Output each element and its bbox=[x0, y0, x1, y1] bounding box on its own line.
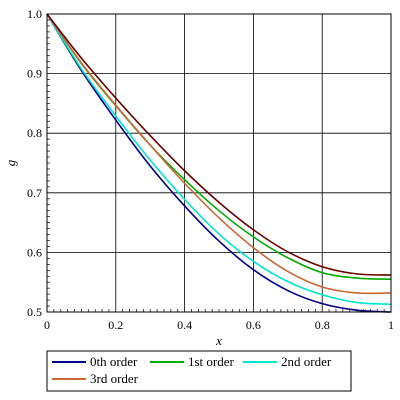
y-tick-label: 0.5 bbox=[27, 305, 42, 319]
x-tick-label: 0.4 bbox=[177, 318, 192, 332]
x-tick-label: 0.8 bbox=[315, 318, 330, 332]
y-tick-label: 0.9 bbox=[27, 67, 42, 81]
y-tick-label: 0.7 bbox=[27, 186, 42, 200]
legend-label: 1st order bbox=[188, 354, 235, 369]
series-lines bbox=[46, 13, 392, 313]
y-tick-label: 0.6 bbox=[27, 245, 42, 259]
tick-labels: 0 0.2 0.4 0.6 0.8 1 0.5 0.6 0.7 0.8 0.9 1.0 bbox=[27, 7, 394, 332]
y-tick-label: 0.8 bbox=[27, 126, 42, 140]
y-axis-label: g bbox=[3, 159, 18, 166]
series-line-4 bbox=[46, 13, 392, 276]
legend: 0th order 1st order 2nd order 3rd order bbox=[46, 350, 352, 392]
x-tick-label: 1 bbox=[388, 318, 394, 332]
plot-area bbox=[47, 14, 391, 312]
legend-label: 0th order bbox=[90, 354, 138, 369]
series-line-0 bbox=[46, 13, 392, 313]
x-tick-label: 0 bbox=[44, 318, 50, 332]
ticks bbox=[47, 19, 385, 312]
y-tick-label: 1.0 bbox=[27, 7, 42, 21]
x-axis-label: x bbox=[215, 333, 222, 348]
legend-label: 3rd order bbox=[90, 371, 139, 386]
series-line-2 bbox=[46, 13, 392, 306]
legend-box bbox=[46, 350, 352, 392]
series-line-3 bbox=[46, 13, 392, 295]
x-tick-label: 0.2 bbox=[108, 318, 123, 332]
x-tick-label: 0.6 bbox=[246, 318, 261, 332]
legend-label: 2nd order bbox=[281, 354, 332, 369]
